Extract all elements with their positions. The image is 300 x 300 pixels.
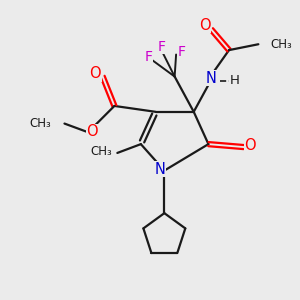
Text: O: O [89, 66, 101, 81]
Text: CH₃: CH₃ [29, 117, 51, 130]
Text: N: N [154, 162, 165, 177]
Text: F: F [158, 40, 165, 54]
Text: O: O [87, 124, 98, 139]
Text: H: H [229, 74, 239, 88]
Text: O: O [199, 18, 211, 33]
Text: O: O [244, 138, 256, 153]
Text: CH₃: CH₃ [271, 38, 292, 51]
Text: F: F [178, 45, 186, 58]
Text: F: F [144, 50, 152, 64]
Text: CH₃: CH₃ [90, 145, 112, 158]
Text: N: N [206, 70, 217, 86]
